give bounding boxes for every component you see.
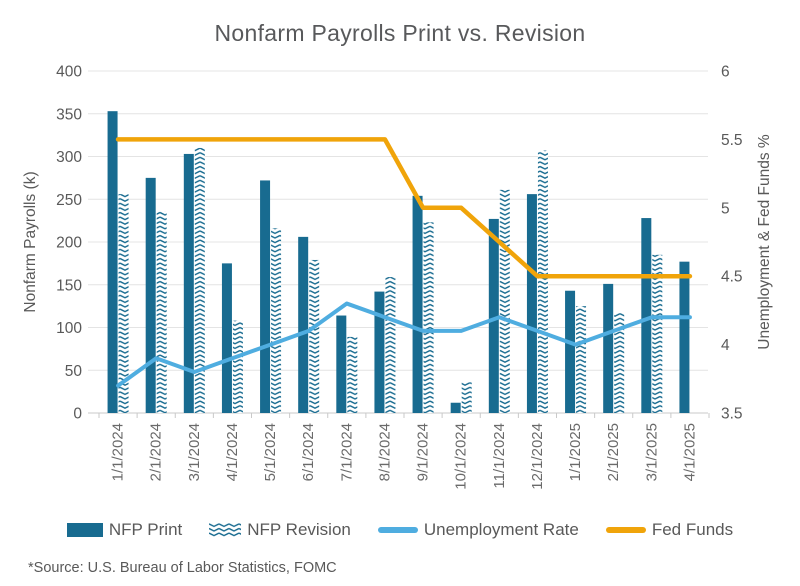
legend-label-fed-funds: Fed Funds <box>651 520 734 539</box>
bar-nfp-print <box>336 315 347 413</box>
plot-area: 0 50 100 150 200 250 300 350 400 3.5 4 4.5 5 5.5 6 1/1/… <box>56 64 743 490</box>
x-axis-category-label: 8/1/2024 <box>376 423 393 481</box>
line-fed-funds <box>115 137 693 279</box>
chart-title: Nonfarm Payrolls Print vs. Revision <box>214 20 586 46</box>
legend-label-nfp-print: NFP Print <box>108 520 183 539</box>
right-axis-tick-label: 5 <box>721 200 730 217</box>
x-axis-category-label: 4/1/2025 <box>681 423 698 481</box>
x-axis-category-label: 3/1/2024 <box>186 423 203 481</box>
right-axis-tick-label: 3.5 <box>721 406 743 423</box>
x-axis-category-label: 2/1/2024 <box>148 423 165 481</box>
legend-item-nfp-revision: NFP Revision <box>209 520 351 540</box>
bar-nfp-print <box>412 195 423 413</box>
bar-nfp-revision <box>271 228 282 413</box>
bar-nfp-print <box>107 111 118 413</box>
left-axis-tick-label: 300 <box>56 149 82 166</box>
right-axis-tick-label: 5.5 <box>721 132 743 149</box>
legend-swatch-nfp-print <box>66 523 103 537</box>
bar-nfp-print <box>221 263 232 413</box>
bar-nfp-revision <box>614 312 625 413</box>
bar-nfp-print <box>641 218 652 413</box>
bar-nfp-revision <box>156 211 167 413</box>
bar-nfp-print <box>603 283 614 413</box>
x-axis-category-label: 1/1/2025 <box>567 423 584 481</box>
left-axis-tick-label: 350 <box>56 106 82 123</box>
bar-nfp-print <box>374 291 385 413</box>
legend-swatch-unemployment <box>377 527 418 533</box>
x-axis-category-label: 6/1/2024 <box>300 423 317 481</box>
left-axis-tick-label: 50 <box>65 363 83 380</box>
bar-nfp-revision <box>576 306 587 413</box>
x-axis-category-label: 7/1/2024 <box>338 423 355 481</box>
legend-label-nfp-revision: NFP Revision <box>247 520 351 539</box>
bar-nfp-revision <box>118 194 129 413</box>
bar-nfp-print <box>450 402 461 413</box>
bar-nfp-revision <box>499 189 510 413</box>
bar-nfp-revision <box>232 320 243 413</box>
bar-nfp-revision <box>347 336 358 413</box>
x-axis-category-label: 9/1/2024 <box>415 423 432 481</box>
right-axis-tick-label: 6 <box>721 64 730 81</box>
x-axis-category-label: 4/1/2024 <box>224 423 241 481</box>
source-note: *Source: U.S. Bureau of Labor Statistics… <box>28 560 337 576</box>
left-axis-tick-label: 0 <box>73 406 82 423</box>
x-axis-category-label: 1/1/2024 <box>110 423 127 481</box>
line-unemployment-rate <box>116 301 692 388</box>
bar-nfp-print <box>565 290 576 413</box>
bar-nfp-print <box>183 153 194 413</box>
bar-nfp-print <box>679 261 690 413</box>
bar-nfp-revision <box>385 277 396 413</box>
legend-swatch-nfp-revision <box>209 523 242 537</box>
left-axis-title: Nonfarm Payrolls (k) <box>22 171 39 313</box>
bar-nfp-revision <box>537 150 548 413</box>
x-axis-category-label: 3/1/2025 <box>643 423 660 481</box>
legend-item-unemployment: Unemployment Rate <box>377 520 579 540</box>
x-axis-category-label: 5/1/2024 <box>262 423 279 481</box>
legend-swatch-fed-funds <box>605 527 646 533</box>
bar-nfp-revision <box>652 254 663 413</box>
left-axis-tick-label: 200 <box>56 235 82 252</box>
bar-nfp-print <box>488 218 499 413</box>
legend-label-unemployment: Unemployment Rate <box>423 520 579 539</box>
bar-nfp-revision <box>461 382 472 413</box>
bar-nfp-revision <box>423 222 434 413</box>
right-axis-tick-label: 4 <box>721 337 730 354</box>
bar-nfp-revision <box>309 259 320 413</box>
x-axis-category-label: 10/1/2024 <box>453 423 470 490</box>
legend: NFP Print NFP Revision Unemployment Rate… <box>0 517 800 543</box>
legend-item-fed-funds: Fed Funds <box>605 520 734 540</box>
left-axis-tick-label: 150 <box>56 277 82 294</box>
bar-nfp-print <box>145 177 156 413</box>
bar-nfp-revision <box>194 147 205 413</box>
bar-nfp-print <box>298 236 309 413</box>
bar-nfp-print <box>526 194 537 413</box>
left-axis-tick-label: 400 <box>56 64 82 81</box>
right-axis-title: Unemployment & Fed Funds % <box>756 134 773 350</box>
x-axis-category-label: 2/1/2025 <box>605 423 622 481</box>
x-axis-category-label: 12/1/2024 <box>529 423 546 490</box>
left-axis-tick-label: 100 <box>56 320 82 337</box>
left-axis-tick-label: 250 <box>56 192 82 209</box>
right-axis-tick-label: 4.5 <box>721 269 743 286</box>
bar-nfp-print <box>260 180 271 413</box>
legend-item-nfp-print: NFP Print <box>66 520 183 540</box>
x-axis-category-label: 11/1/2024 <box>491 423 508 489</box>
